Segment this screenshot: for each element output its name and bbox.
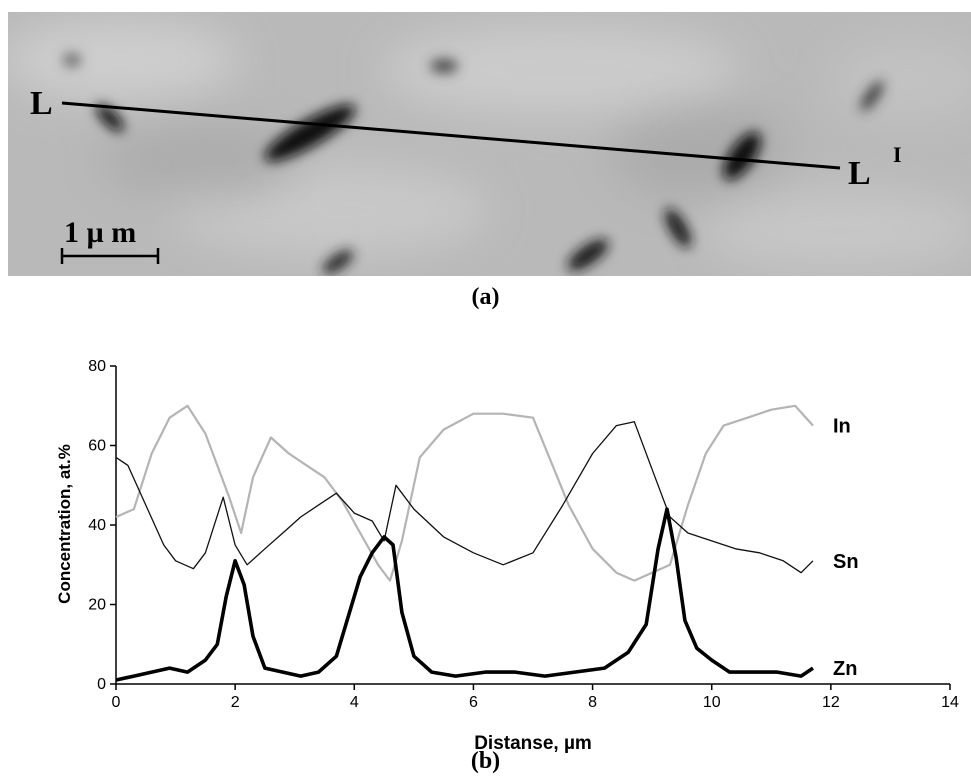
caption-b: (b) <box>470 748 501 774</box>
particle <box>567 239 609 271</box>
x-tick-label: 10 <box>703 694 721 711</box>
x-tick-label: 8 <box>588 694 597 711</box>
scale-bar-label: 1 µ m <box>64 216 136 249</box>
y-tick-label: 60 <box>88 438 106 455</box>
particle <box>430 59 458 73</box>
sem-micrograph: L L I 1 µ m <box>8 12 971 276</box>
y-tick-label: 0 <box>97 676 106 693</box>
scan-line-start-label: L <box>30 85 53 122</box>
particle <box>96 104 124 132</box>
series-line-in <box>115 404 814 582</box>
scan-line-end-superscript: I <box>893 142 902 167</box>
scan-line <box>61 101 841 170</box>
series-line-zn <box>115 507 815 682</box>
x-tick-label: 6 <box>469 694 478 711</box>
x-tick-label: 12 <box>822 694 840 711</box>
x-tick-label: 2 <box>231 694 240 711</box>
x-tick-label: 4 <box>350 694 359 711</box>
scale-bar: 1 µ m <box>60 216 160 264</box>
particle <box>723 132 761 180</box>
caption-a: (a) <box>471 284 500 310</box>
particle <box>63 53 81 67</box>
series-label-sn: Sn <box>833 551 859 573</box>
x-tick-label: 14 <box>941 694 959 711</box>
series-line-sn <box>115 421 814 574</box>
particle <box>860 80 884 112</box>
y-tick-label: 40 <box>88 517 106 534</box>
series-label-zn: Zn <box>833 658 857 680</box>
y-tick-label: 20 <box>88 597 106 614</box>
x-tick-label: 0 <box>112 694 121 711</box>
particle <box>322 250 354 274</box>
labels-layer: In Sn Zn <box>833 416 859 680</box>
line-profile-chart: 0 2 4 6 8 10 12 14 0 20 40 60 80 In Sn Zn Distanse, µm… <box>55 358 959 754</box>
axes: 0 2 4 6 8 10 12 14 0 20 40 60 80 <box>88 358 959 711</box>
particle <box>665 208 691 248</box>
x-axis-label: Distanse, µm <box>474 733 592 754</box>
scan-line-end-label: L <box>848 155 871 192</box>
series-layer <box>115 404 815 682</box>
particle <box>264 104 356 162</box>
series-label-in: In <box>833 416 851 438</box>
y-axis-label: Concentration, at.% <box>55 444 74 604</box>
y-tick-label: 80 <box>88 358 106 375</box>
